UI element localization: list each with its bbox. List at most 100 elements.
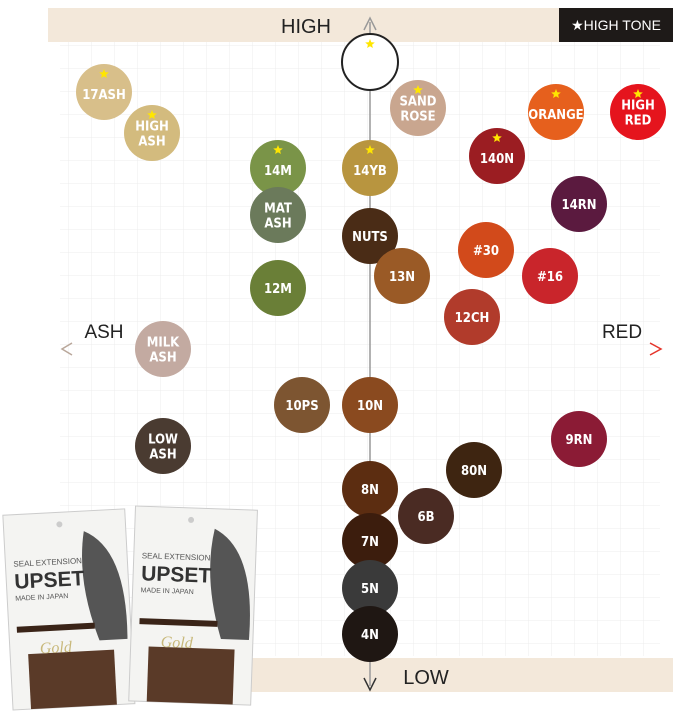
node [342, 377, 398, 433]
node [458, 222, 514, 278]
node-label: 10N [357, 399, 383, 414]
node-label: 12CH [455, 311, 490, 326]
model-image [210, 528, 250, 641]
hair [28, 649, 117, 710]
node [342, 140, 398, 196]
node-label: SAND [400, 95, 437, 110]
node [124, 105, 180, 161]
star-icon [492, 133, 502, 142]
product-line1: SEAL EXTENSION [13, 556, 82, 569]
axis-right: RED [602, 322, 642, 343]
node-label: RED [625, 114, 652, 129]
star-icon [365, 145, 375, 154]
node-label: ORANGE [528, 108, 583, 123]
node-label: 6B [417, 510, 434, 525]
node-label: HIGH [135, 120, 169, 135]
node-label: 17ASH [82, 88, 126, 103]
node-label: WHITE [348, 58, 391, 73]
node [374, 248, 430, 304]
node-label: 8N [361, 483, 379, 498]
star-icon [147, 110, 157, 119]
node [398, 488, 454, 544]
node-label: NUTS [352, 230, 388, 245]
node-label: 4N [361, 628, 379, 643]
node-label: LOW [148, 433, 178, 448]
node-label: #30 [473, 244, 499, 259]
product-grade: Gold [39, 639, 73, 658]
node [522, 248, 578, 304]
node-label: 9RN [566, 433, 593, 448]
node-label: ASH [149, 351, 176, 366]
product-line1: SEAL EXTENSION [142, 551, 211, 562]
legend-box [559, 8, 673, 42]
node [250, 187, 306, 243]
hang-hole [188, 516, 195, 523]
axis-bottom: LOW [403, 667, 449, 689]
node-label: 13N [389, 270, 415, 285]
star-icon [633, 89, 643, 98]
star-icon [551, 89, 561, 98]
node [135, 418, 191, 474]
arrow-down [363, 677, 377, 692]
node-label: HIGH [621, 99, 655, 114]
node [135, 321, 191, 377]
node-label: ASH [149, 448, 176, 463]
node-label: 7N [361, 535, 379, 550]
node-label: 140N [480, 152, 514, 167]
star-icon [99, 69, 109, 78]
node [528, 84, 584, 140]
product-line2: MADE IN JAPAN [140, 587, 193, 596]
model-image [82, 531, 128, 641]
legend: ★HIGH TONE [571, 17, 661, 33]
node-label: 14RN [561, 198, 596, 213]
node [551, 411, 607, 467]
label-bar [139, 618, 218, 627]
arrow-right [649, 342, 663, 356]
node [446, 442, 502, 498]
product-name: UPSET [14, 567, 85, 594]
product-grade: Gold [160, 634, 194, 652]
hair [146, 646, 235, 705]
label-bar [16, 622, 95, 633]
node-label: 14M [264, 164, 292, 179]
star-icon [365, 39, 375, 48]
node [250, 140, 306, 196]
arrow-left [60, 342, 73, 356]
node [342, 560, 398, 616]
product-line2: MADE IN JAPAN [15, 593, 68, 603]
node [551, 176, 607, 232]
node-label: MAT [264, 202, 292, 217]
node [341, 33, 399, 91]
node [342, 208, 398, 264]
node [390, 80, 446, 136]
node [469, 128, 525, 184]
bottom-band [200, 658, 673, 692]
node [76, 64, 132, 120]
node-label: ASH [264, 217, 291, 232]
node [342, 606, 398, 662]
node-label: 12M [264, 282, 292, 297]
node [274, 377, 330, 433]
axis-left: ASH [84, 322, 123, 343]
node-label: #16 [537, 270, 563, 285]
arrow-up [363, 16, 377, 31]
star-icon [273, 145, 283, 154]
node-label: 14YB [353, 164, 387, 179]
node-label: MILK [147, 336, 180, 351]
node-label: ASH [138, 135, 165, 150]
node [342, 513, 398, 569]
node [444, 289, 500, 345]
node-label: 5N [361, 582, 379, 597]
axis-top: HIGH [281, 16, 331, 38]
node [610, 84, 666, 140]
node-label: ROSE [400, 110, 435, 125]
node-label: 80N [461, 464, 487, 479]
node [342, 461, 398, 517]
hang-hole [56, 521, 63, 528]
star-icon [413, 85, 423, 94]
